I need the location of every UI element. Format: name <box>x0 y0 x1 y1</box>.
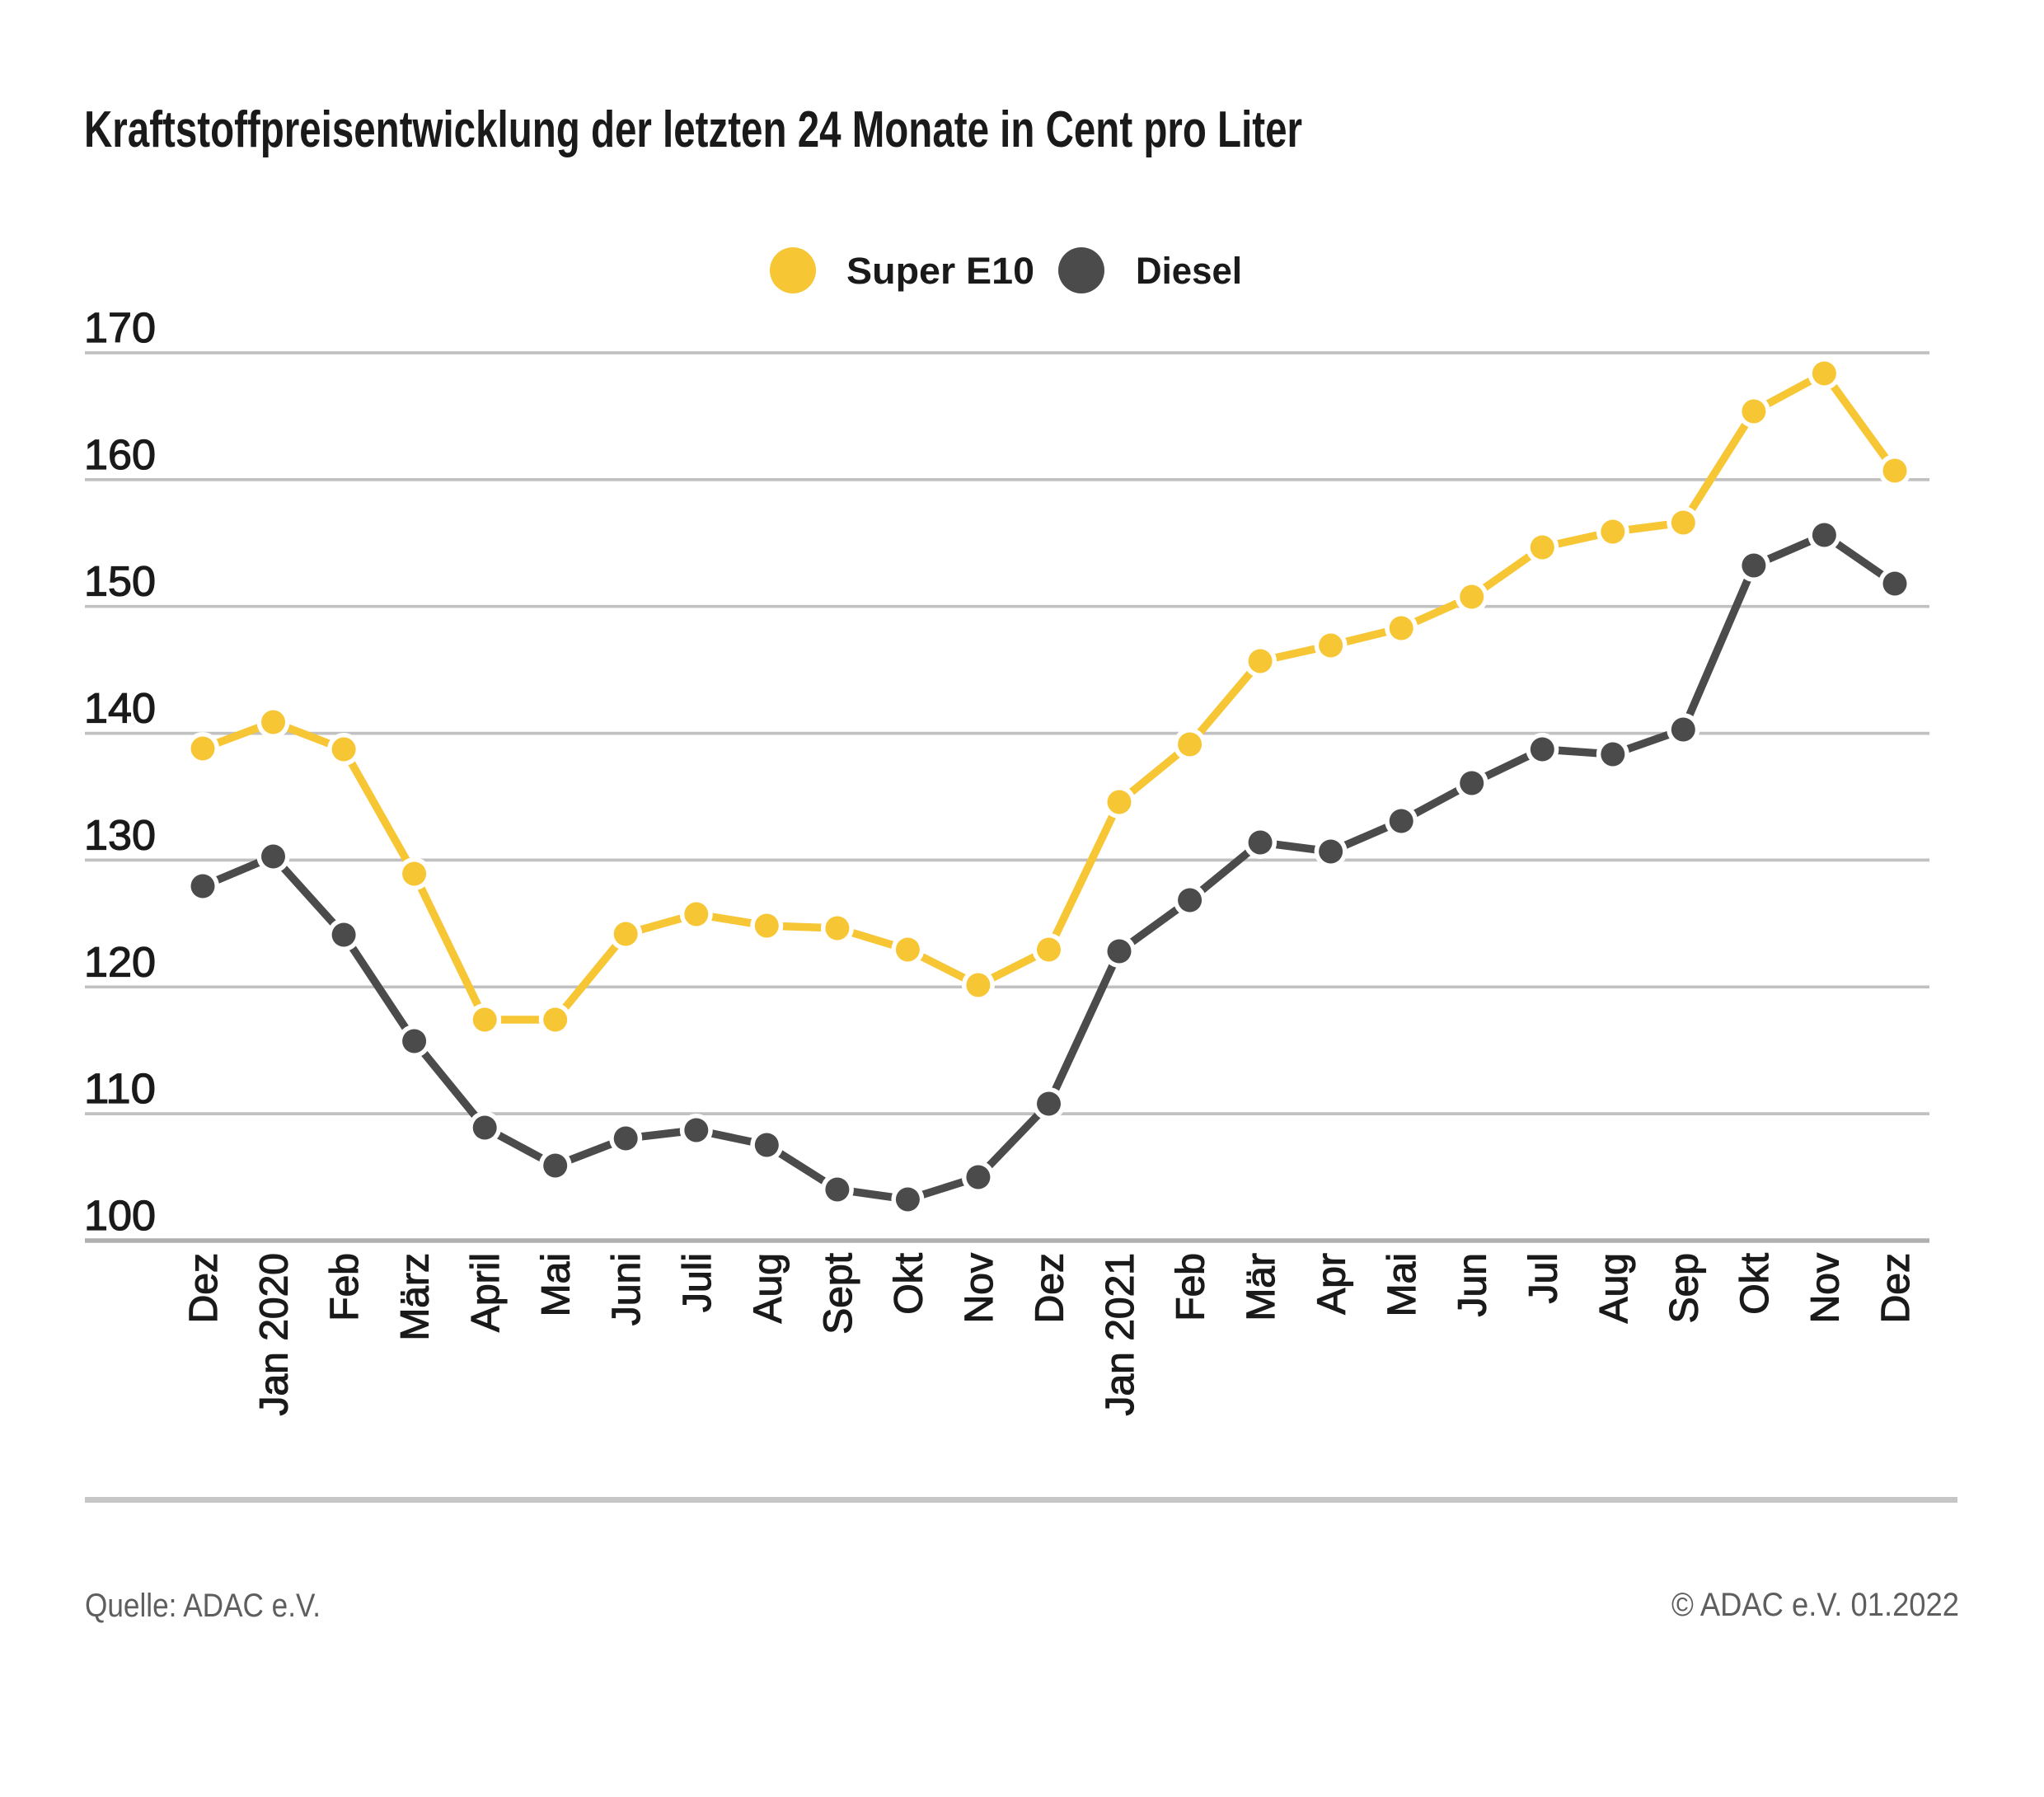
svg-text:Feb: Feb <box>1170 1253 1213 1321</box>
svg-text:Kraftstoffpreisentwicklung der: Kraftstoffpreisentwicklung der letzten 2… <box>84 101 1302 158</box>
svg-text:160: 160 <box>84 431 156 478</box>
svg-text:100: 100 <box>84 1192 156 1239</box>
svg-text:Mai: Mai <box>1381 1253 1424 1316</box>
svg-text:Juli: Juli <box>676 1253 720 1312</box>
svg-text:Okt: Okt <box>1733 1253 1777 1315</box>
svg-text:April: April <box>464 1253 508 1332</box>
svg-text:© ADAC e.V. 01.2022: © ADAC e.V. 01.2022 <box>1671 1587 1959 1623</box>
svg-text:110: 110 <box>84 1065 156 1112</box>
svg-text:Mär: Mär <box>1240 1253 1283 1321</box>
svg-text:Quelle: ADAC e.V.: Quelle: ADAC e.V. <box>85 1588 321 1624</box>
svg-text:Jan 2020: Jan 2020 <box>253 1253 297 1416</box>
svg-text:Dez: Dez <box>1874 1253 1918 1323</box>
svg-text:120: 120 <box>84 938 156 985</box>
svg-text:Super E10: Super E10 <box>846 250 1034 292</box>
svg-text:130: 130 <box>84 811 156 858</box>
svg-text:Dez: Dez <box>182 1253 226 1323</box>
svg-text:Aug: Aug <box>746 1253 790 1323</box>
svg-text:Aug: Aug <box>1592 1253 1636 1323</box>
svg-text:Okt: Okt <box>887 1253 931 1315</box>
svg-text:Mai: Mai <box>535 1253 579 1316</box>
svg-text:Apr: Apr <box>1310 1253 1354 1315</box>
svg-text:Sept: Sept <box>817 1253 860 1335</box>
svg-text:Feb: Feb <box>323 1253 367 1321</box>
svg-text:Juni: Juni <box>605 1253 649 1325</box>
svg-text:Dez: Dez <box>1029 1253 1072 1323</box>
svg-text:Jul: Jul <box>1521 1253 1565 1303</box>
svg-text:Nov: Nov <box>1803 1253 1847 1323</box>
svg-text:Sep: Sep <box>1662 1253 1706 1323</box>
svg-text:Diesel: Diesel <box>1136 250 1242 292</box>
svg-text:Jan 2021: Jan 2021 <box>1099 1253 1142 1416</box>
svg-text:Nov: Nov <box>958 1253 1001 1323</box>
svg-text:170: 170 <box>84 304 156 351</box>
svg-text:150: 150 <box>84 558 156 605</box>
svg-text:März: März <box>394 1253 438 1341</box>
svg-text:Jun: Jun <box>1451 1253 1495 1316</box>
svg-text:140: 140 <box>84 685 156 732</box>
